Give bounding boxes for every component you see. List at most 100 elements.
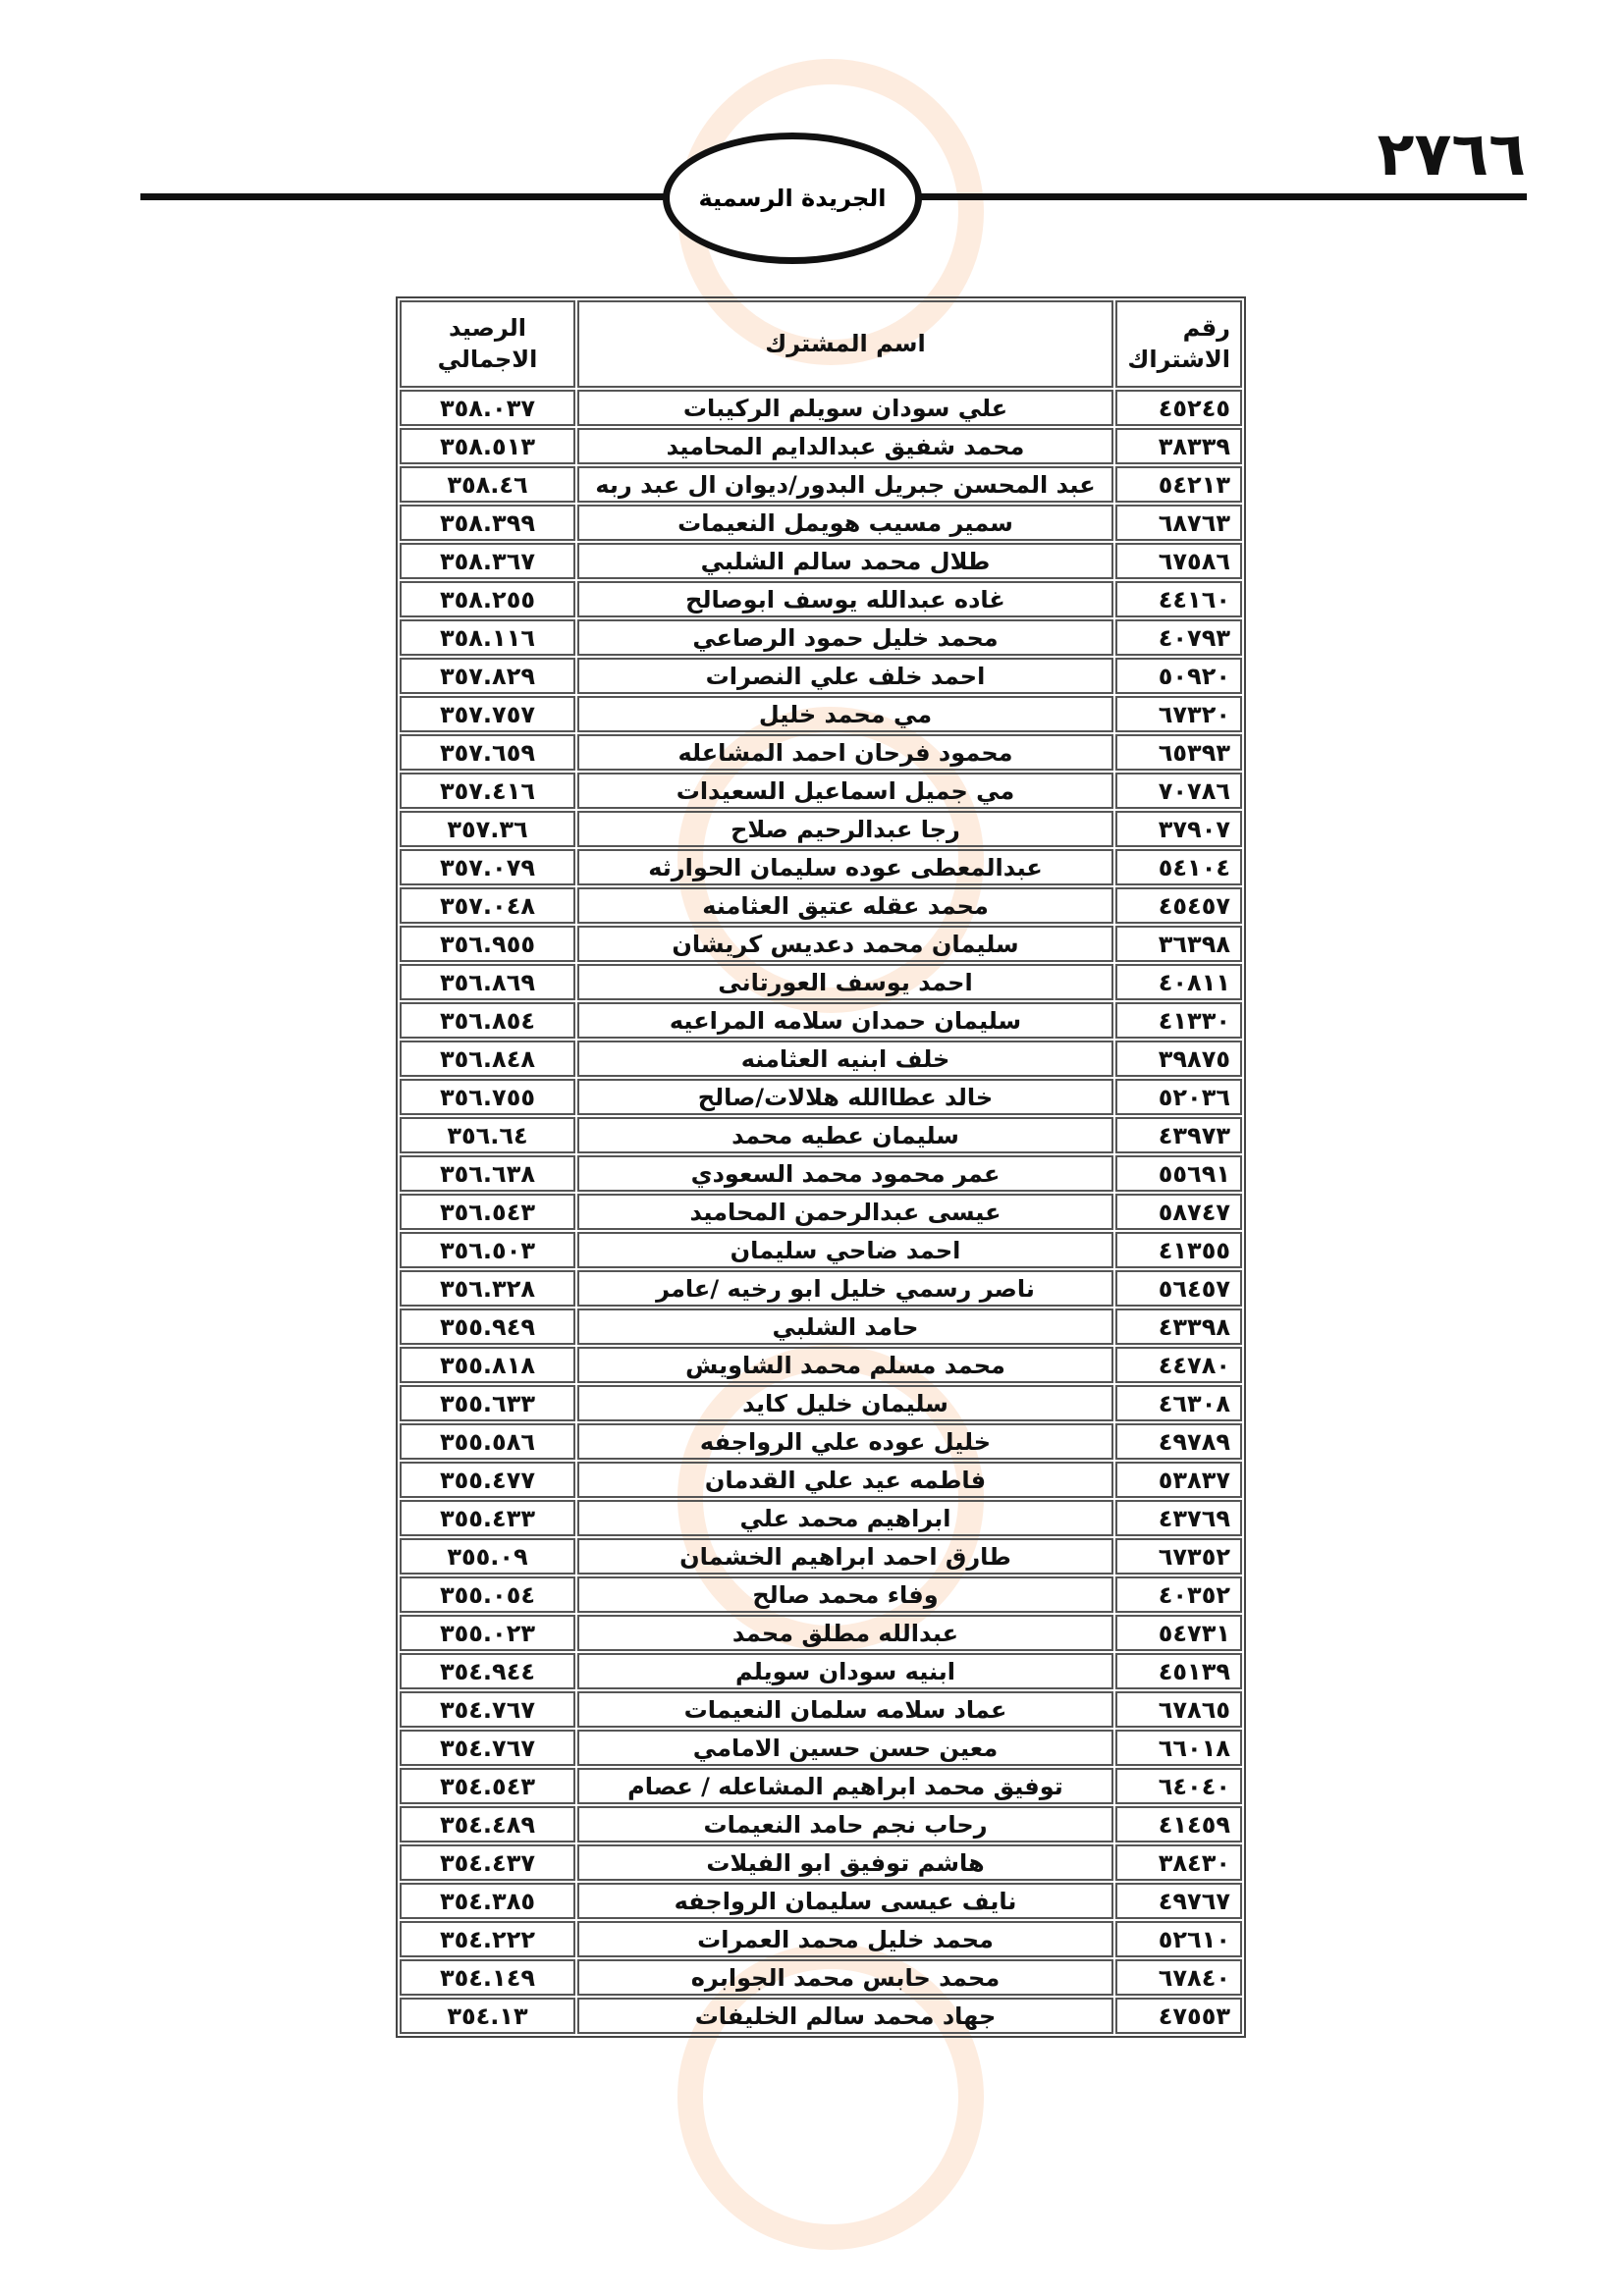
subscription-number-cell: ٣٨٣٣٩ xyxy=(1115,428,1242,464)
subscriber-name-cell: محمد خليل حمود الرصاعي xyxy=(577,619,1113,656)
table-row: ٤١٣٥٥ احمد ضاحي سليمان ٣٥٦.٥٠٣ xyxy=(400,1232,1242,1268)
subscription-number-cell: ٦٨٧٦٣ xyxy=(1115,505,1242,541)
total-balance-cell: ٣٥٤.٢٢٢ xyxy=(400,1921,575,1957)
subscriber-name-cell: محمد عقله عتيق العثامنه xyxy=(577,887,1113,924)
table-row: ٤٤١٦٠ غاده عبدالله يوسف ابوصالح ٣٥٨.٢٥٥ xyxy=(400,581,1242,617)
subscriber-name-cell: سليمان محمد دعديس كريشان xyxy=(577,926,1113,962)
total-balance-cell: ٣٥٥.٩٤٩ xyxy=(400,1308,575,1345)
total-balance-cell: ٣٥٨.٠٣٧ xyxy=(400,390,575,426)
total-balance-cell: ٣٥٦.٨٦٩ xyxy=(400,964,575,1000)
table-row: ٥٤٢١٣ عبد المحسن جبريل البدور/ديوان ال عب… xyxy=(400,466,1242,503)
total-balance-cell: ٣٥٦.٥٠٣ xyxy=(400,1232,575,1268)
subscriber-name-cell: غاده عبدالله يوسف ابوصالح xyxy=(577,581,1113,617)
header-title: الجريدة الرسمية xyxy=(698,185,887,212)
subscription-number-cell: ٦٦٠١٨ xyxy=(1115,1730,1242,1766)
total-balance-cell: ٣٥٧.٦٥٩ xyxy=(400,734,575,771)
total-balance-cell: ٣٥٧.٠٧٩ xyxy=(400,849,575,885)
subscriber-name-cell: مي محمد خليل xyxy=(577,696,1113,732)
table-row: ٤٠٨١١ احمد يوسف العورتانى ٣٥٦.٨٦٩ xyxy=(400,964,1242,1000)
subscriber-name-cell: عماد سلامه سلمان النعيمات xyxy=(577,1691,1113,1728)
subscriber-name-cell: ابراهيم محمد علي xyxy=(577,1500,1113,1536)
subscription-number-cell: ٣٦٣٩٨ xyxy=(1115,926,1242,962)
total-balance-cell: ٣٥٦.٧٥٥ xyxy=(400,1079,575,1115)
subscription-number-cell: ٥٤٧٣١ xyxy=(1115,1615,1242,1651)
table-row: ٤٠٣٥٢ وفاء محمد صالح ٣٥٥.٠٥٤ xyxy=(400,1576,1242,1613)
subscription-number-cell: ٦٧٥٨٦ xyxy=(1115,543,1242,579)
subscriber-name-cell: رجا عبدالرحيم صلاح xyxy=(577,811,1113,847)
header-total-balance: الرصيد الاجمالي xyxy=(400,300,575,388)
subscription-number-cell: ٦٧٣٢٠ xyxy=(1115,696,1242,732)
total-balance-cell: ٣٥٦.٣٢٨ xyxy=(400,1270,575,1307)
subscription-number-cell: ٣٧٩٠٧ xyxy=(1115,811,1242,847)
table-row: ٤٠٧٩٣ محمد خليل حمود الرصاعي ٣٥٨.١١٦ xyxy=(400,619,1242,656)
total-balance-cell: ٣٥٨.٣٦٧ xyxy=(400,543,575,579)
subscription-number-cell: ٤٤١٦٠ xyxy=(1115,581,1242,617)
subscriber-name-cell: محمد خليل محمد العمرات xyxy=(577,1921,1113,1957)
total-balance-cell: ٣٥٥.٠٩ xyxy=(400,1538,575,1575)
subscriber-name-cell: عيسى عبدالرحمن المحاميد xyxy=(577,1194,1113,1230)
table-row: ٤٥٢٤٥ علي سودان سويلم الركيبات ٣٥٨.٠٣٧ xyxy=(400,390,1242,426)
table-body: ٤٥٢٤٥ علي سودان سويلم الركيبات ٣٥٨.٠٣٧ ٣٨٣٣… xyxy=(400,390,1242,2034)
table-row: ٥٨٧٤٧ عيسى عبدالرحمن المحاميد ٣٥٦.٥٤٣ xyxy=(400,1194,1242,1230)
table-header-row: رقم الاشتراك اسم المشترك الرصيد الاجمالي xyxy=(400,300,1242,388)
subscription-number-cell: ٤١٣٣٠ xyxy=(1115,1002,1242,1039)
subscription-number-cell: ٦٤٠٤٠ xyxy=(1115,1768,1242,1804)
total-balance-cell: ٣٥٤.٧٦٧ xyxy=(400,1691,575,1728)
subscriber-name-cell: ابنيه سودان سويلم xyxy=(577,1653,1113,1689)
subscriber-name-cell: محمد شفيق عبدالدايم المحاميد xyxy=(577,428,1113,464)
table-row: ٣٦٣٩٨ سليمان محمد دعديس كريشان ٣٥٦.٩٥٥ xyxy=(400,926,1242,962)
table-row: ٤٥٤٥٧ محمد عقله عتيق العثامنه ٣٥٧.٠٤٨ xyxy=(400,887,1242,924)
table-row: ٥٠٩٢٠ احمد خلف علي النصرات ٣٥٧.٨٢٩ xyxy=(400,658,1242,694)
subscription-number-cell: ٤٠٣٥٢ xyxy=(1115,1576,1242,1613)
subscriber-name-cell: احمد ضاحي سليمان xyxy=(577,1232,1113,1268)
subscriber-name-cell: سليمان عطيه محمد xyxy=(577,1117,1113,1153)
subscription-number-cell: ٥٠٩٢٠ xyxy=(1115,658,1242,694)
subscription-number-cell: ٣٩٨٧٥ xyxy=(1115,1041,1242,1077)
subscription-number-cell: ٧٠٧٨٦ xyxy=(1115,773,1242,809)
table-row: ٦٥٣٩٣ محمود فرحان احمد المشاعله ٣٥٧.٦٥٩ xyxy=(400,734,1242,771)
subscriber-name-cell: سليمان حمدان سلامه المراعيه xyxy=(577,1002,1113,1039)
table-row: ٤٤٧٨٠ محمد مسلم محمد الشاويش ٣٥٥.٨١٨ xyxy=(400,1347,1242,1383)
table-row: ٤٩٧٦٧ نايف عيسى سليمان الرواجفه ٣٥٤.٣٨٥ xyxy=(400,1883,1242,1919)
table-row: ٦٨٧٦٣ سمير مسيب هويمل النعيمات ٣٥٨.٣٩٩ xyxy=(400,505,1242,541)
total-balance-cell: ٣٥٨.٢٥٥ xyxy=(400,581,575,617)
subscriber-name-cell: خالد عطاالله هلالات/صالح xyxy=(577,1079,1113,1115)
subscription-number-cell: ٤٣٩٧٣ xyxy=(1115,1117,1242,1153)
subscription-number-cell: ٤٥٢٤٥ xyxy=(1115,390,1242,426)
table-row: ٤١٤٥٩ رحاب نجم حامد النعيمات ٣٥٤.٤٨٩ xyxy=(400,1806,1242,1842)
subscription-number-cell: ٥٥٦٩١ xyxy=(1115,1155,1242,1192)
subscription-number-cell: ٦٧٣٥٢ xyxy=(1115,1538,1242,1575)
subscriber-name-cell: وفاء محمد صالح xyxy=(577,1576,1113,1613)
subscription-number-cell: ٥٢٠٣٦ xyxy=(1115,1079,1242,1115)
table-row: ٤٣٩٧٣ سليمان عطيه محمد ٣٥٦.٦٤ xyxy=(400,1117,1242,1153)
subscription-number-cell: ٤٠٨١١ xyxy=(1115,964,1242,1000)
total-balance-cell: ٣٥٦.٨٥٤ xyxy=(400,1002,575,1039)
header-oval: الجريدة الرسمية xyxy=(663,133,922,264)
table-row: ٤١٣٣٠ سليمان حمدان سلامه المراعيه ٣٥٦.٨٥٤ xyxy=(400,1002,1242,1039)
header-subscription-number: رقم الاشتراك xyxy=(1115,300,1242,388)
header-subscriber-name: اسم المشترك xyxy=(577,300,1113,388)
total-balance-cell: ٣٥٥.٦٣٣ xyxy=(400,1385,575,1421)
subscription-number-cell: ٥٤٢١٣ xyxy=(1115,466,1242,503)
total-balance-cell: ٣٥٤.٣٨٥ xyxy=(400,1883,575,1919)
table-row: ٥٤٧٣١ عبدالله مطلق محمد ٣٥٥.٠٢٣ xyxy=(400,1615,1242,1651)
total-balance-cell: ٣٥٧.٤١٦ xyxy=(400,773,575,809)
subscriber-name-cell: جهاد محمد سالم الخليفات xyxy=(577,1998,1113,2034)
subscriber-name-cell: معين حسن حسين الامامي xyxy=(577,1730,1113,1766)
total-balance-cell: ٣٥٦.٦٣٨ xyxy=(400,1155,575,1192)
subscriber-name-cell: محمد مسلم محمد الشاويش xyxy=(577,1347,1113,1383)
subscriber-name-cell: توفيق محمد ابراهيم المشاعله / عصام xyxy=(577,1768,1113,1804)
total-balance-cell: ٣٥٦.٦٤ xyxy=(400,1117,575,1153)
table-row: ٤٣٣٩٨ حامد الشلبي ٣٥٥.٩٤٩ xyxy=(400,1308,1242,1345)
table-row: ٥٣٨٣٧ فاطمه عيد علي القدمان ٣٥٥.٤٧٧ xyxy=(400,1462,1242,1498)
total-balance-cell: ٣٥٤.٥٤٣ xyxy=(400,1768,575,1804)
total-balance-cell: ٣٥٨.٥١٣ xyxy=(400,428,575,464)
total-balance-cell: ٣٥٤.١٤٩ xyxy=(400,1959,575,1996)
subscription-number-cell: ٤٥١٣٩ xyxy=(1115,1653,1242,1689)
subscription-number-cell: ٥٨٧٤٧ xyxy=(1115,1194,1242,1230)
subscriber-name-cell: محمود فرحان احمد المشاعله xyxy=(577,734,1113,771)
total-balance-cell: ٣٥٧.٣٦ xyxy=(400,811,575,847)
total-balance-cell: ٣٥٥.٤٣٣ xyxy=(400,1500,575,1536)
table-row: ٦٤٠٤٠ توفيق محمد ابراهيم المشاعله / عصام ٣… xyxy=(400,1768,1242,1804)
total-balance-cell: ٣٥٥.٨١٨ xyxy=(400,1347,575,1383)
